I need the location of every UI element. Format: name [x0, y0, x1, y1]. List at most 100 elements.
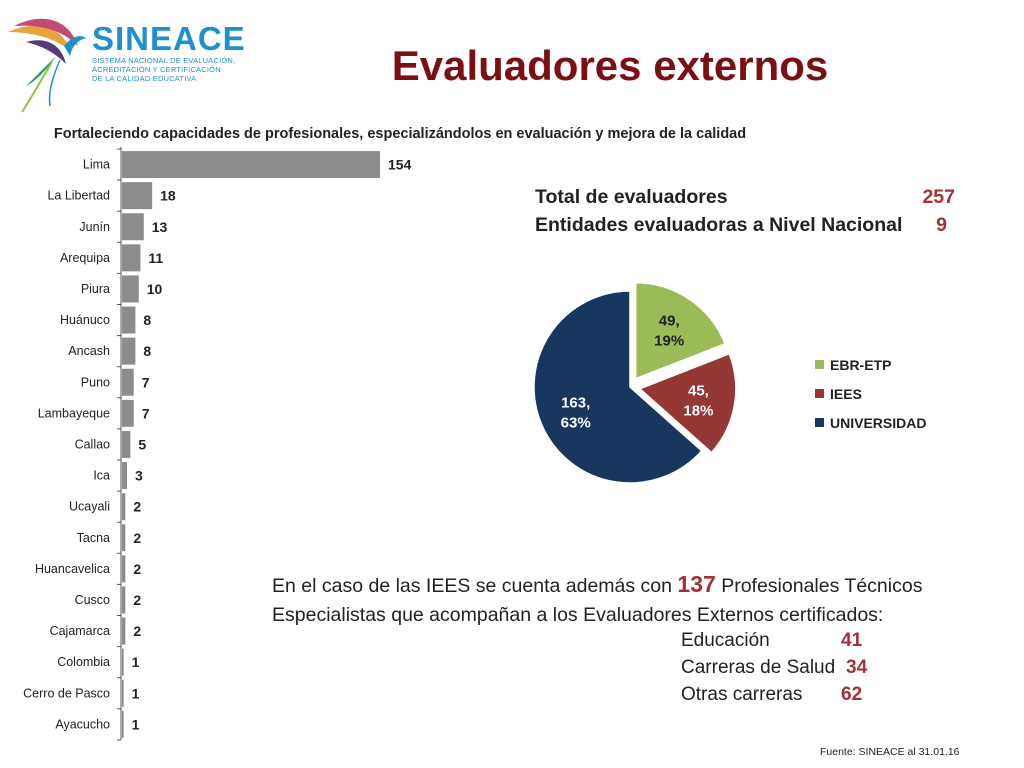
bar-category-label: Callao [75, 437, 110, 451]
detail-label: Educación [681, 630, 770, 651]
bar [122, 368, 134, 396]
bar-category-label: Huánuco [60, 313, 110, 327]
iees-note: En el caso de las IEES se cuenta además … [272, 570, 972, 630]
legend-swatch [815, 360, 824, 369]
page-title: Evaluadores externos [391, 42, 829, 89]
entidades-row: Entidades evaluadoras a Nivel Nacional 9 [535, 214, 955, 242]
bar [122, 617, 126, 645]
pie-slice-ebr-etp [634, 281, 727, 380]
bar [122, 524, 126, 552]
bar-value-label: 2 [133, 530, 141, 546]
legend-swatch [815, 418, 824, 427]
bar [122, 430, 131, 458]
pie-slice-universidad [533, 290, 703, 484]
legend-item: IEES [815, 379, 926, 408]
bar-category-label: Junín [79, 220, 110, 234]
detail-value: 62 [841, 684, 863, 705]
bar-value-label: 7 [142, 405, 150, 421]
bar-value-label: 2 [133, 592, 141, 608]
bar [122, 493, 126, 521]
entidades-label: Entidades evaluadoras a Nivel Nacional [535, 214, 903, 236]
bar-category-label: Lambayeque [38, 406, 110, 420]
bar-category-label: Ica [93, 469, 110, 483]
bar-category-label: La Libertad [47, 189, 110, 203]
bar [122, 213, 144, 241]
bar-value-label: 154 [388, 157, 412, 173]
bar [122, 275, 139, 303]
bar [122, 399, 134, 427]
legend-label: EBR-ETP [830, 356, 892, 373]
bar [122, 648, 124, 676]
pie-chart: 49, 19% 45, 18% 163, 63% [533, 281, 737, 484]
bar-value-label: 3 [135, 468, 143, 484]
logo-subtitle-line-1: SISTEMA NACIONAL DE EVALUACIÓN, [92, 56, 236, 65]
pie-value-label: 45, [688, 382, 709, 399]
bar [122, 244, 141, 272]
legend-label: UNIVERSIDAD [830, 414, 927, 431]
bar-category-label: Lima [83, 158, 110, 172]
bar-category-label: Ucayali [69, 500, 110, 514]
detail-row: Carreras de Salud 34 [681, 657, 901, 684]
total-evaluadores-row: Total de evaluadores 257 [535, 186, 955, 214]
sineace-logo-bird-icon [8, 18, 86, 113]
logo-text: SINEACE SISTEMA NACIONAL DE EVALUACIÓN, … [92, 20, 246, 84]
legend-label: IEES [830, 385, 862, 402]
detail-row: Otras carreras 62 [681, 684, 901, 711]
detail-value: 41 [841, 630, 863, 651]
pie-percent-label: 63% [561, 414, 591, 431]
bar-category-label: Cusco [75, 593, 110, 607]
bar-category-label: Puno [81, 375, 110, 389]
detail-row: Educación 41 [681, 630, 901, 657]
bar [122, 679, 124, 707]
bar-value-label: 5 [138, 436, 146, 452]
total-evaluadores-value: 257 [922, 186, 955, 208]
bar-value-label: 18 [160, 188, 176, 204]
bar-value-label: 2 [133, 623, 141, 639]
pie-slice-iees [638, 352, 737, 454]
bar-value-label: 2 [133, 499, 141, 515]
bar-category-label: Cajamarca [50, 624, 110, 638]
logo-subtitle-line-3: DE LA CALIDAD EDUCATIVA [92, 74, 197, 83]
bar [122, 151, 380, 179]
note-text-before: En el caso de las IEES se cuenta además … [272, 575, 678, 597]
bar-category-label: Arequipa [60, 251, 110, 265]
pie-percent-label: 18% [683, 402, 713, 419]
detail-label: Carreras de Salud [681, 657, 836, 678]
entidades-value: 9 [936, 214, 947, 236]
bar [122, 586, 126, 614]
bar-category-label: Colombia [57, 655, 110, 669]
bar-value-label: 1 [132, 654, 140, 670]
bar-value-label: 8 [143, 312, 151, 328]
bar-value-label: 8 [143, 343, 151, 359]
bar-category-label: Piura [81, 282, 110, 296]
pie-legend: EBR-ETP IEES UNIVERSIDAD [815, 350, 926, 437]
bar-value-label: 1 [132, 685, 140, 701]
bar [122, 182, 153, 210]
pie-value-label: 163, [561, 394, 590, 411]
bar-category-label: Cerro de Pasco [23, 686, 110, 700]
bar [122, 337, 136, 365]
bar-value-label: 11 [148, 250, 163, 266]
bar-value-label: 2 [133, 561, 141, 577]
legend-item: UNIVERSIDAD [815, 408, 926, 437]
logo-subtitle-line-2: ACREDITACIÓN Y CERTIFICACIÓN [92, 65, 221, 74]
total-evaluadores-label: Total de evaluadores [535, 186, 728, 208]
bar-value-label: 13 [152, 219, 168, 235]
logo-name: SINEACE [92, 20, 246, 57]
chart-subtitle: Fortaleciendo capacidades de profesional… [53, 126, 747, 142]
detail-label: Otras carreras [681, 684, 803, 705]
pie-percent-label: 19% [654, 333, 684, 350]
note-highlight-value: 137 [677, 571, 716, 597]
bar-category-label: Tacna [77, 531, 110, 545]
bar-category-label: Huancavelica [35, 562, 110, 576]
legend-swatch [815, 389, 824, 398]
bar [122, 306, 136, 334]
bar-category-label: Ancash [68, 344, 110, 358]
detail-value: 34 [846, 657, 868, 678]
bar [122, 710, 124, 738]
bar-value-label: 10 [147, 281, 163, 297]
totals-panel: Total de evaluadores 257 Entidades evalu… [535, 186, 955, 242]
bar-value-label: 1 [132, 716, 140, 732]
bar [122, 462, 128, 490]
